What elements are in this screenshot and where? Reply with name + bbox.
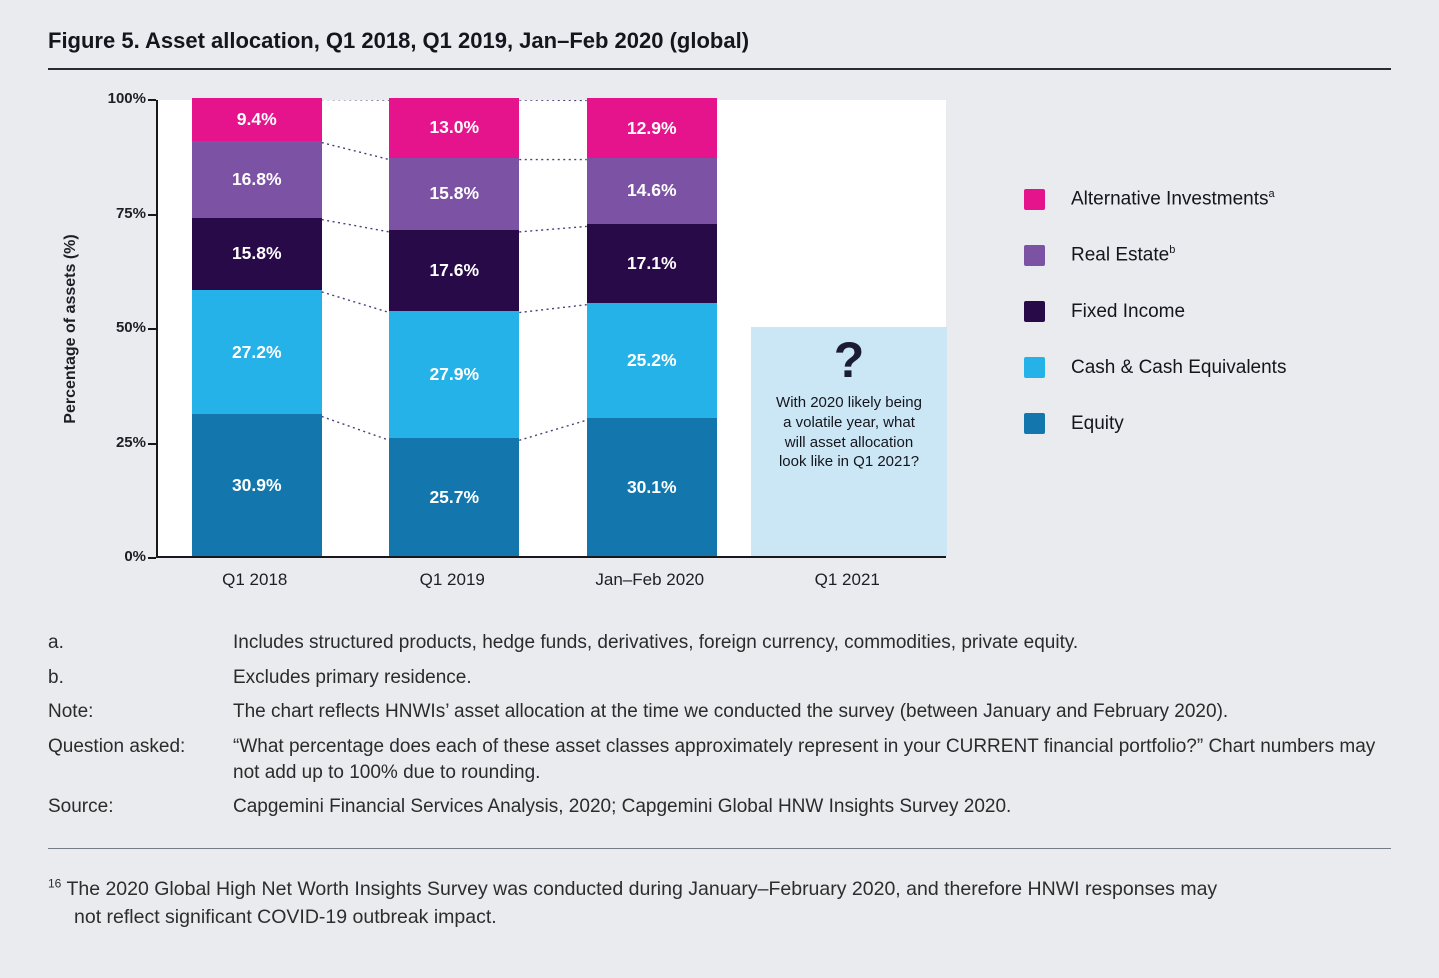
y-tick-label: 100%: [107, 90, 146, 107]
x-category-label: Q1 2018: [222, 570, 288, 589]
y-axis-label-column: Percentage of assets (%): [48, 100, 94, 558]
question-mark-icon: ?: [833, 332, 865, 388]
y-tick-mark: [148, 328, 156, 330]
legend-superscript: a: [1268, 188, 1275, 200]
bar-segment-real-estate: 15.8%: [389, 157, 520, 230]
segment-value-label: 27.2%: [231, 341, 282, 362]
page-footnote: 16 The 2020 Global High Net Worth Insigh…: [48, 875, 1218, 932]
segment-value-label: 30.1%: [626, 476, 677, 497]
bar-segment-cash-cash-equivalents: 25.2%: [586, 302, 717, 419]
bar-segment-cash-cash-equivalents: 27.2%: [191, 289, 322, 415]
q1-2021-placeholder-box: ? With 2020 likely being a volatile year…: [751, 327, 947, 556]
segment-value-label: 16.8%: [231, 168, 282, 189]
x-category-label: Q1 2019: [419, 570, 485, 589]
segment-value-label: 27.9%: [429, 363, 480, 384]
y-tick-label: 50%: [115, 319, 146, 336]
y-tick-label: 75%: [115, 204, 146, 222]
segment-value-label: 12.9%: [626, 117, 677, 138]
segment-value-label: 13.0%: [429, 117, 480, 138]
footnote-text: “What percentage does each of these asse…: [233, 735, 1376, 783]
legend-swatch-icon: [1024, 301, 1045, 323]
footnote-marker: 16: [48, 876, 62, 891]
bar-segment-equity: 25.7%: [389, 438, 520, 556]
legend: Alternative Investmentsa Real Estateb Fixe…: [1024, 100, 1286, 590]
footnote-text: The chart reflects HNWIs’ asset allocati…: [233, 701, 1229, 723]
y-tick-mark: [148, 99, 156, 101]
y-tick-mark: [148, 442, 156, 445]
bar-segment-alternative-investments: 13.0%: [389, 98, 520, 158]
y-tick-mark: [148, 557, 156, 559]
y-tick-mark: [148, 213, 156, 216]
legend-label: Alternative Investmentsa: [1071, 188, 1275, 210]
segment-value-label: 30.9%: [231, 474, 282, 495]
bar-segment-equity: 30.1%: [586, 418, 717, 556]
legend-item-alternative-investments: Alternative Investmentsa: [1024, 188, 1286, 210]
footnote-label: Source:: [48, 796, 114, 818]
legend-swatch-icon: [1024, 244, 1045, 266]
segment-value-label: 17.6%: [429, 259, 480, 280]
x-category-label: Q1 2021: [814, 570, 880, 589]
footnotes: a. Includes structured products, hedge fu…: [48, 630, 1391, 820]
footnote-label: a.: [48, 632, 64, 653]
chart: Percentage of assets (%) 0% 25% 50% 75% 100%…: [48, 90, 1391, 590]
segment-value-label: 9.4%: [236, 108, 277, 129]
bar-segment-alternative-investments: 9.4%: [191, 97, 322, 141]
footnote-label: Note:: [48, 701, 94, 723]
legend-swatch-icon: [1024, 188, 1045, 210]
figure-title: Figure 5. Asset allocation, Q1 2018, Q1 …: [48, 28, 750, 53]
segment-value-label: 25.7%: [429, 486, 480, 507]
legend-swatch-icon: [1024, 357, 1045, 379]
bar-segment-real-estate: 14.6%: [586, 157, 717, 225]
y-axis-ticks: 0% 25% 50% 75% 100%: [94, 90, 156, 565]
footnote-text: Excludes primary residence.: [233, 666, 472, 688]
y-axis-label: Percentage of assets (%): [62, 234, 79, 424]
footnote-text: Includes structured products, hedge fund…: [233, 632, 1079, 653]
page-footnote-text: The 2020 Global High Net Worth Insights …: [66, 877, 1218, 929]
legend-item-equity: Equity: [1024, 413, 1286, 435]
legend-swatch-icon: [1024, 413, 1045, 435]
segment-value-label: 17.1%: [626, 253, 677, 274]
legend-superscript: b: [1169, 244, 1176, 257]
footnote-label: Question asked:: [48, 735, 186, 757]
y-tick-label: 0%: [124, 548, 146, 565]
footnote-label: b.: [48, 666, 64, 688]
section-divider: [48, 847, 1391, 849]
legend-label: Real Estateb: [1071, 244, 1176, 266]
bar-segment-alternative-investments: 12.9%: [586, 98, 717, 158]
segment-value-label: 15.8%: [231, 243, 282, 264]
segment-value-label: 15.8%: [429, 183, 480, 204]
legend-item-real-estate: Real Estateb: [1024, 244, 1286, 266]
bar-segment-cash-cash-equivalents: 27.9%: [389, 310, 520, 439]
bar-segment-fixed-income: 15.8%: [191, 217, 322, 290]
legend-item-cash-cash-equivalents: Cash & Cash Equivalents: [1024, 357, 1286, 379]
x-axis-labels: Q1 2018 Q1 2019 Jan–Feb 2020 Q1 2021: [156, 558, 946, 590]
legend-label: Equity: [1071, 412, 1124, 434]
segment-value-label: 14.6%: [626, 180, 677, 201]
legend-item-fixed-income: Fixed Income: [1024, 301, 1286, 323]
placeholder-text: With 2020 likely being a volatile year, …: [776, 394, 922, 471]
title-divider: [48, 68, 1391, 70]
bar-segment-real-estate: 16.8%: [191, 140, 322, 218]
bar-segment-fixed-income: 17.1%: [586, 224, 717, 303]
segment-value-label: 25.2%: [626, 349, 677, 370]
plot-area: ? With 2020 likely being a volatile year…: [148, 97, 947, 559]
bar-segment-equity: 30.9%: [191, 414, 322, 556]
x-category-label: Jan–Feb 2020: [595, 570, 705, 589]
plot-column: ? With 2020 likely being a volatile year…: [148, 97, 947, 590]
y-tick-label: 25%: [115, 433, 146, 451]
bar-segment-fixed-income: 17.6%: [389, 229, 520, 311]
legend-label: Fixed Income: [1071, 300, 1186, 322]
legend-label: Cash & Cash Equivalents: [1071, 356, 1287, 378]
footnote-text: Capgemini Financial Services Analysis, 2…: [233, 796, 1012, 818]
